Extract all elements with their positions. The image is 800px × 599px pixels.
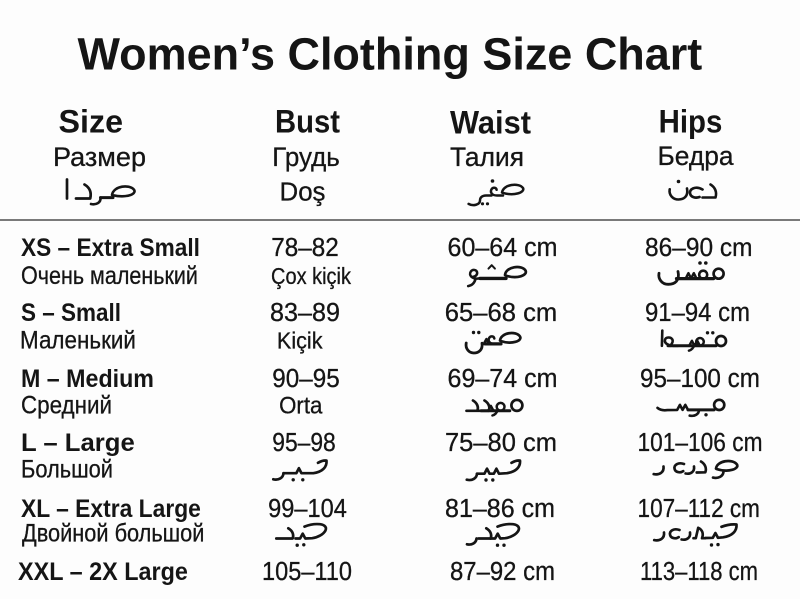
svg-text:83–89: 83–89 xyxy=(270,299,340,327)
svg-text:Средний: Средний xyxy=(21,392,112,419)
svg-text:L – Large: L – Large xyxy=(21,429,135,457)
svg-text:87–92 cm: 87–92 cm xyxy=(450,557,555,586)
svg-text:101–106 cm: 101–106 cm xyxy=(638,429,763,458)
svg-text:91–94 cm: 91–94 cm xyxy=(645,298,750,327)
svg-text:Талия: Талия xyxy=(450,142,524,172)
svg-text:Размер: Размер xyxy=(53,142,146,172)
svg-text:Hips: Hips xyxy=(659,103,723,139)
svg-text:M – Medium: M – Medium xyxy=(21,365,154,393)
svg-text:99–104: 99–104 xyxy=(268,495,347,523)
svg-text:113–118 cm: 113–118 cm xyxy=(640,557,758,586)
svg-text:95–98: 95–98 xyxy=(272,429,335,458)
svg-text:Çox kiçik: Çox kiçik xyxy=(271,263,351,290)
svg-text:Bust: Bust xyxy=(275,104,340,139)
svg-text:69–74 cm: 69–74 cm xyxy=(448,365,558,394)
svg-text:Doş: Doş xyxy=(280,178,326,206)
svg-text:65–68 cm: 65–68 cm xyxy=(445,299,557,327)
svg-text:Маленький: Маленький xyxy=(20,326,136,354)
svg-text:Грудь: Грудь xyxy=(272,142,339,173)
svg-text:Бедра: Бедра xyxy=(658,141,734,171)
svg-text:Двойной большой: Двойной большой xyxy=(22,519,204,547)
svg-text:Большой: Большой xyxy=(21,455,113,483)
svg-text:Waist: Waist xyxy=(450,105,531,141)
svg-text:XL – Extra Large: XL – Extra Large xyxy=(21,495,201,523)
svg-text:107–112 cm: 107–112 cm xyxy=(638,495,760,524)
svg-text:86–90 cm: 86–90 cm xyxy=(645,233,752,262)
svg-text:Kiçik: Kiçik xyxy=(277,328,323,354)
svg-text:Orta: Orta xyxy=(279,392,322,419)
svg-text:95–100 cm: 95–100 cm xyxy=(640,364,760,393)
svg-text:XS – Extra Small: XS – Extra Small xyxy=(21,234,200,262)
svg-text:75–80 cm: 75–80 cm xyxy=(445,429,557,457)
svg-text:Size: Size xyxy=(59,104,123,140)
svg-text:Women’s Clothing Size Chart: Women’s Clothing Size Chart xyxy=(78,28,703,79)
svg-text:90–95: 90–95 xyxy=(272,364,339,393)
svg-text:S – Small: S – Small xyxy=(21,299,121,327)
svg-text:105–110: 105–110 xyxy=(262,558,352,586)
svg-text:Очень маленький: Очень маленький xyxy=(21,262,198,290)
svg-text:78–82: 78–82 xyxy=(271,233,338,262)
svg-text:XXL – 2X Large: XXL – 2X Large xyxy=(18,558,188,586)
svg-text:81–86 cm: 81–86 cm xyxy=(445,495,555,524)
svg-text:60–64 cm: 60–64 cm xyxy=(448,234,558,263)
